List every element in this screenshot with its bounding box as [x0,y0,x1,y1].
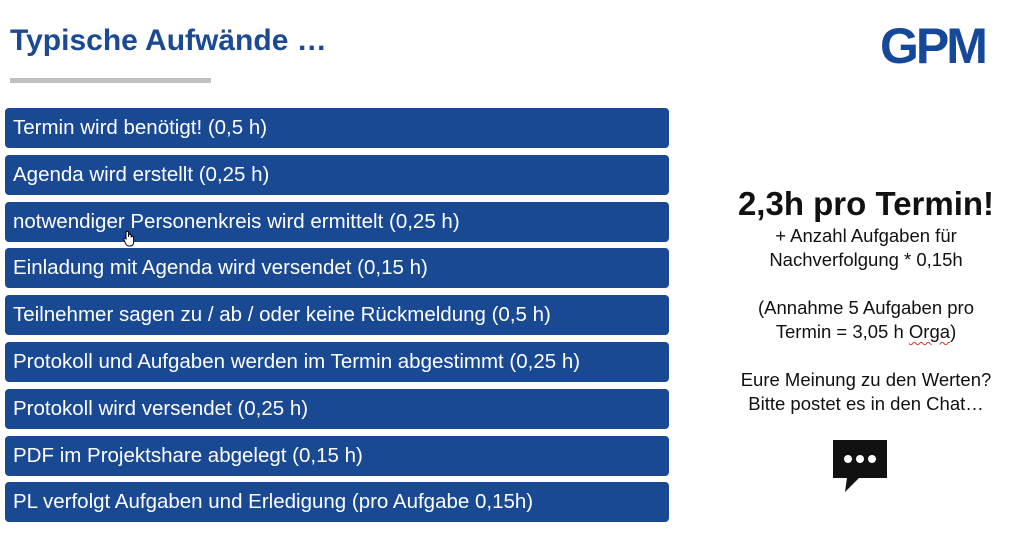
summary-line: Nachverfolgung * 0,15h [769,249,963,270]
summary-headline: 2,3h pro Termin! [737,185,995,222]
task-item: PL verfolgt Aufgaben und Erledigung (pro… [5,482,669,523]
task-item: Agenda wird erstellt (0,25 h) [5,154,669,195]
spellcheck-word: Orga [908,321,951,342]
call-to-action-line: Bitte postet es in den Chat… [748,393,984,414]
assumption-suffix: ) [950,321,957,342]
logo-text: GPM [880,20,985,70]
task-list: Termin wird benötigt! (0,5 h) Agenda wir… [5,108,669,529]
assumption-line: Termin = 3,05 h Orga) [715,320,1017,344]
task-item: PDF im Projektshare abgelegt (0,15 h) [5,435,669,476]
task-item: Protokoll und Aufgaben werden im Termin … [5,341,669,382]
task-item: Einladung mit Agenda wird versendet (0,1… [5,248,669,289]
title-underline [10,78,211,83]
task-item: Termin wird benötigt! (0,5 h) [5,108,669,148]
task-item: notwendiger Personenkreis wird ermittelt… [5,201,669,242]
summary-panel: 2,3h pro Termin! + Anzahl Aufgaben für N… [715,184,1017,416]
summary-line: + Anzahl Aufgaben für [775,225,957,246]
call-to-action-line: Eure Meinung zu den Werten? [740,369,992,390]
task-item: Protokoll wird versendet (0,25 h) [5,388,669,429]
task-item: Teilnehmer sagen zu / ab / oder keine Rü… [5,295,669,336]
chat-bubble-icon [833,440,887,492]
assumption-line: (Annahme 5 Aufgaben pro [758,297,974,318]
cursor-icon [123,230,135,247]
assumption-prefix: Termin = 3,05 h [775,321,909,342]
gpm-logo: GPM [880,20,988,70]
page-title: Typische Aufwände … [10,24,327,57]
